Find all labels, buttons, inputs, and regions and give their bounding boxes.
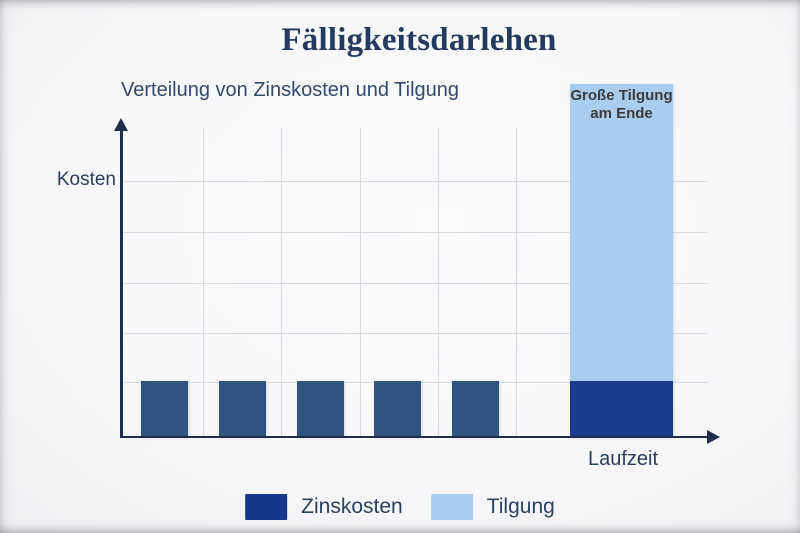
bar-tilgung-6 xyxy=(570,84,673,381)
y-axis-line xyxy=(120,131,123,437)
x-axis-arrowhead-icon xyxy=(707,429,720,444)
gridline-vertical xyxy=(203,128,204,437)
bar-zinskosten-2 xyxy=(219,381,266,437)
gridline-vertical xyxy=(516,128,517,437)
bar-zinskosten-6 xyxy=(570,381,673,437)
legend-item-zinskosten: Zinskosten xyxy=(245,494,403,520)
x-axis-line xyxy=(120,435,708,438)
annotation-line-2: am Ende xyxy=(590,105,653,122)
plot-area xyxy=(121,84,720,437)
legend-swatch-zinskosten xyxy=(245,494,288,520)
page-title: Fälligkeitsdarlehen xyxy=(281,22,557,58)
legend: Zinskosten Tilgung xyxy=(245,494,555,520)
y-axis-label: Kosten xyxy=(56,169,116,190)
legend-label-zinskosten: Zinskosten xyxy=(301,495,403,518)
legend-label-tilgung: Tilgung xyxy=(486,495,555,518)
gridline-vertical xyxy=(281,128,282,437)
gridline-horizontal xyxy=(122,283,708,284)
annotation-line-1: Große Tilgung xyxy=(570,87,673,104)
gridline-horizontal xyxy=(122,333,708,334)
gridline-vertical xyxy=(438,128,439,437)
bar-zinskosten-5 xyxy=(452,381,499,437)
y-axis-arrowhead-icon xyxy=(114,118,129,131)
bar-zinskosten-1 xyxy=(141,381,188,437)
gridline-vertical xyxy=(360,128,361,437)
annotation-grosse-tilgung: Große Tilgung am Ende xyxy=(570,87,673,123)
chart-subtitle: Verteilung von Zinskosten und Tilgung xyxy=(121,79,459,101)
legend-swatch-tilgung xyxy=(430,494,473,520)
gridline-horizontal xyxy=(122,181,708,182)
bar-zinskosten-3 xyxy=(297,381,344,437)
legend-item-tilgung: Tilgung xyxy=(430,494,555,520)
x-axis-label: Laufzeit xyxy=(588,448,659,470)
gridline-horizontal xyxy=(122,232,708,233)
bar-zinskosten-4 xyxy=(374,381,421,437)
